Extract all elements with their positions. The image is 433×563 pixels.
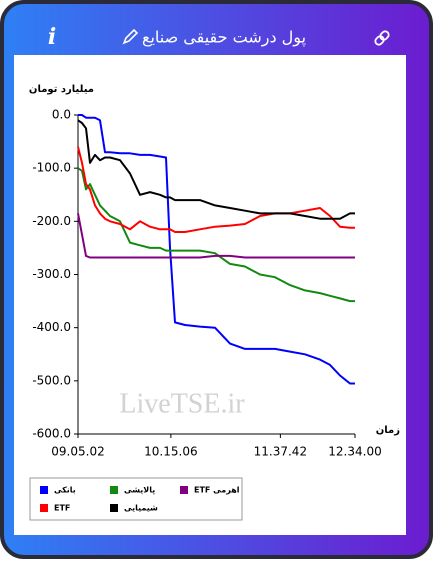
- y-tick-label: -500.0: [32, 373, 71, 387]
- legend-label: بانکی: [54, 486, 76, 495]
- y-tick-label: -300.0: [32, 267, 71, 281]
- series-line: [77, 146, 355, 233]
- legend-swatch: [110, 504, 118, 512]
- y-tick-label: -200.0: [32, 214, 71, 228]
- legend-swatch: [40, 504, 48, 512]
- watermark: LiveTSE.ir: [119, 388, 245, 419]
- legend-swatch: [180, 486, 188, 494]
- series-line: [77, 167, 355, 303]
- header-title: پول درشت حقیقی صنایع: [142, 28, 306, 48]
- x-tick-label: 11.37.42: [254, 445, 307, 459]
- x-tick-label: 09.05.02: [51, 445, 104, 459]
- series-line: [77, 119, 355, 220]
- y-tick-label: -100.0: [32, 161, 71, 175]
- x-tick-label: 10.15.06: [144, 445, 197, 459]
- legend-label: پالایشی: [124, 486, 155, 495]
- legend-box: [29, 477, 243, 521]
- chart: LiveTSE.ir 0.0 -100.0 -200.0 -300.0 -400.0 -50…: [29, 84, 400, 521]
- x-axis-label: زمان: [376, 425, 400, 436]
- series-line: [77, 213, 355, 259]
- chart-card: [14, 55, 406, 535]
- series-line: [78, 114, 355, 385]
- legend-label: ETF اهرمی: [194, 486, 240, 495]
- legend-swatch: [110, 486, 118, 494]
- y-tick-label: 0.0: [52, 108, 71, 122]
- edit-icon[interactable]: [122, 28, 139, 45]
- legend-label: ETF: [54, 504, 70, 513]
- legend-label: شیمیایی: [124, 504, 158, 513]
- y-tick-label: -600.0: [32, 427, 71, 441]
- info-icon[interactable]: i: [48, 24, 56, 50]
- legend-swatch: [40, 486, 48, 494]
- x-tick-label: 12.34.00: [328, 445, 381, 459]
- y-tick-label: -400.0: [32, 320, 71, 334]
- y-axis-label: میلیارد تومان: [29, 84, 94, 95]
- link-icon[interactable]: [374, 30, 390, 46]
